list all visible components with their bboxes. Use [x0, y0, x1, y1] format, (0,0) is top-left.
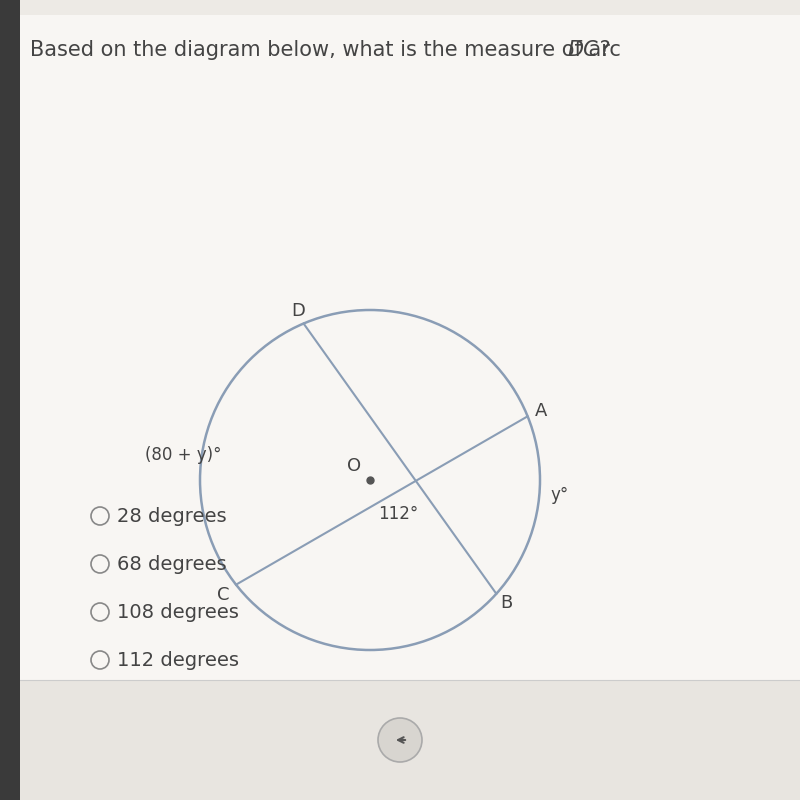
- Text: y°: y°: [550, 486, 568, 504]
- Circle shape: [378, 718, 422, 762]
- Text: Based on the diagram below, what is the measure of arc: Based on the diagram below, what is the …: [30, 40, 634, 60]
- Text: B: B: [501, 594, 513, 612]
- Text: C: C: [217, 586, 230, 603]
- Text: 108 degrees: 108 degrees: [117, 602, 239, 622]
- Text: 112°: 112°: [378, 505, 418, 523]
- Text: A: A: [534, 402, 546, 420]
- Bar: [0, 0, 20, 800]
- Text: 68 degrees: 68 degrees: [117, 554, 226, 574]
- Text: DC: DC: [567, 40, 598, 60]
- Text: D: D: [291, 302, 305, 320]
- Bar: [18, 15, 800, 680]
- Text: 28 degrees: 28 degrees: [117, 506, 226, 526]
- Text: (80 + y)°: (80 + y)°: [145, 446, 222, 464]
- Bar: [18, 680, 800, 800]
- Text: ?: ?: [593, 40, 610, 60]
- Text: 112 degrees: 112 degrees: [117, 650, 239, 670]
- Text: O: O: [347, 457, 361, 475]
